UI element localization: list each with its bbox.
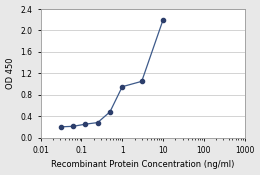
Y-axis label: OD 450: OD 450 <box>5 58 15 89</box>
X-axis label: Recombinant Protein Concentration (ng/ml): Recombinant Protein Concentration (ng/ml… <box>51 160 234 169</box>
